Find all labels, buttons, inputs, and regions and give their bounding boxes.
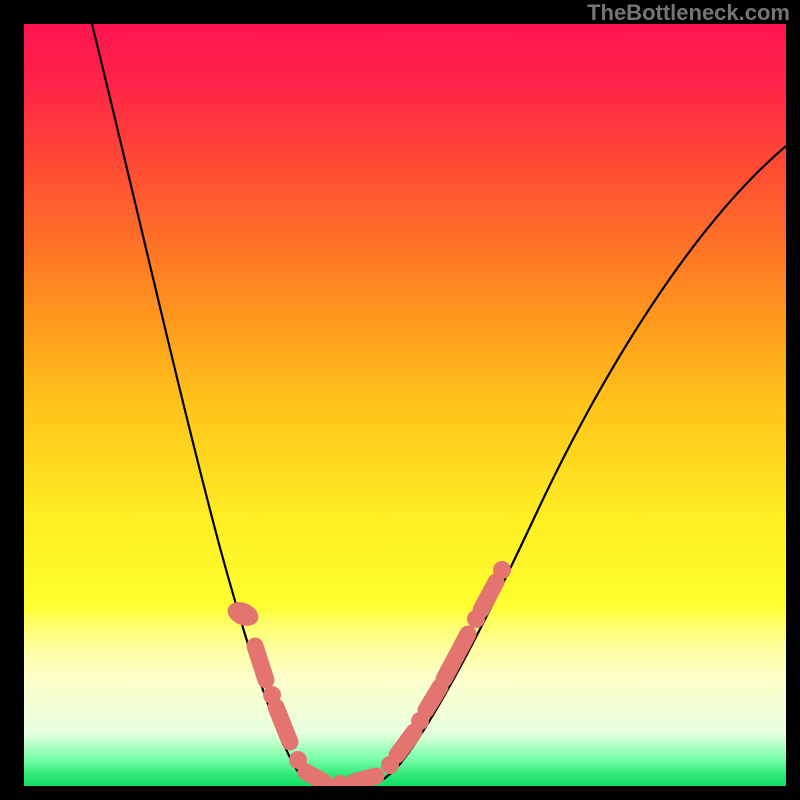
- data-marker: [354, 776, 376, 782]
- data-marker: [276, 707, 290, 742]
- data-marker: [397, 732, 414, 755]
- data-marker: [426, 687, 440, 710]
- watermark-text: TheBottleneck.com: [587, 0, 790, 26]
- data-marker: [444, 634, 468, 679]
- data-marker: [224, 598, 262, 630]
- chart-frame: TheBottleneck.com: [0, 0, 800, 800]
- data-marker: [493, 561, 511, 579]
- plot-area: [24, 24, 786, 786]
- chart-svg: [24, 24, 786, 786]
- data-marker: [255, 646, 266, 680]
- data-marker: [481, 582, 496, 610]
- data-marker: [306, 772, 324, 782]
